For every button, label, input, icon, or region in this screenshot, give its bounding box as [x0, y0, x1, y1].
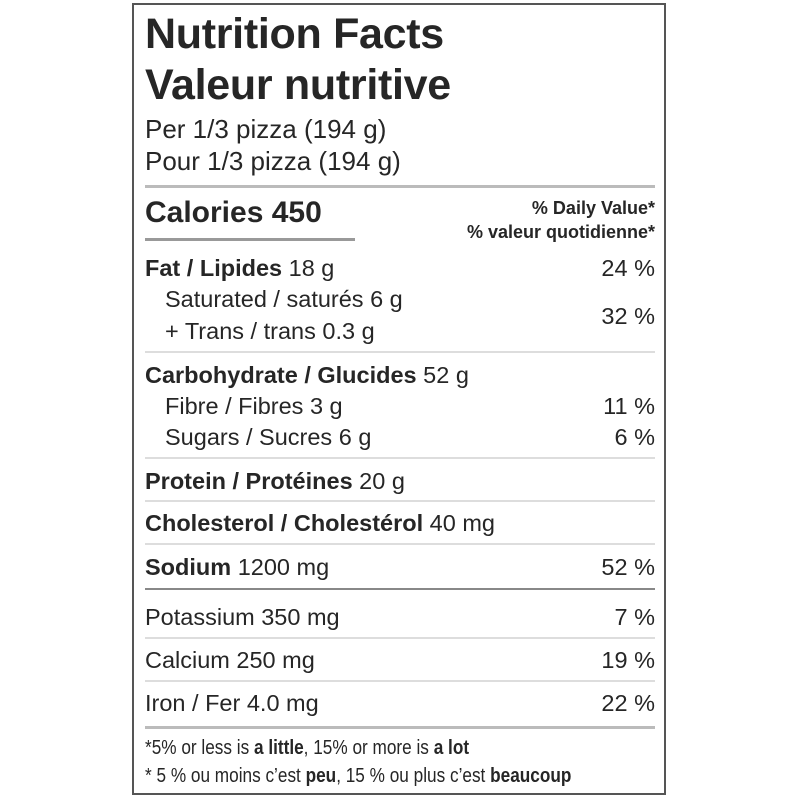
serving-size-en: Per 1/3 pizza (194 g): [145, 114, 387, 144]
divider: [145, 637, 655, 639]
divider: [145, 351, 655, 353]
nutrient-row-calcium: Calcium 250 mg 19 %: [145, 647, 655, 673]
divider: [145, 185, 655, 188]
footnote-en: *5% or less is a little, 15% or more is …: [145, 737, 470, 759]
nutrient-row-cholesterol: Cholesterol / Cholestérol 40 mg: [145, 510, 495, 536]
divider: [145, 500, 655, 502]
serving-size-fr: Pour 1/3 pizza (194 g): [145, 146, 401, 176]
divider: [145, 726, 655, 729]
daily-value-header-fr: % valeur quotidienne*: [466, 222, 655, 242]
nutrient-row-iron: Iron / Fer 4.0 mg 22 %: [145, 690, 655, 716]
nutrient-row-trans: + Trans / trans 0.3 g: [165, 318, 375, 344]
footnote-fr: * 5 % ou moins c’est peu, 15 % ou plus c…: [145, 765, 572, 787]
nutrient-row-potassium: Potassium 350 mg 7 %: [145, 604, 655, 630]
nutrition-facts-table: [132, 3, 666, 795]
calories-label: Calories: [145, 196, 264, 229]
calories: Calories 450: [145, 196, 322, 230]
calories-value: 450: [271, 196, 322, 229]
saturated-trans-dv: 32 %: [601, 303, 655, 329]
nutrient-row-carbohydrate: Carbohydrate / Glucides 52 g: [145, 362, 469, 388]
divider: [145, 588, 655, 590]
nutrient-row-sodium: Sodium 1200 mg 52 %: [145, 554, 655, 580]
divider: [145, 680, 655, 682]
daily-value-header-en: % Daily Value*: [531, 198, 655, 218]
title-fr: Valeur nutritive: [145, 61, 451, 109]
calories-divider: [145, 238, 355, 241]
nutrient-row-fat: Fat / Lipides 18 g 24 %: [145, 255, 655, 281]
nutrient-row-fibre: Fibre / Fibres 3 g 11 %: [165, 393, 655, 419]
nutrient-row-saturated: Saturated / saturés 6 g: [165, 286, 403, 312]
nutrient-row-protein: Protein / Protéines 20 g: [145, 468, 405, 494]
divider: [145, 457, 655, 459]
divider: [145, 543, 655, 545]
title-en: Nutrition Facts: [145, 10, 444, 58]
